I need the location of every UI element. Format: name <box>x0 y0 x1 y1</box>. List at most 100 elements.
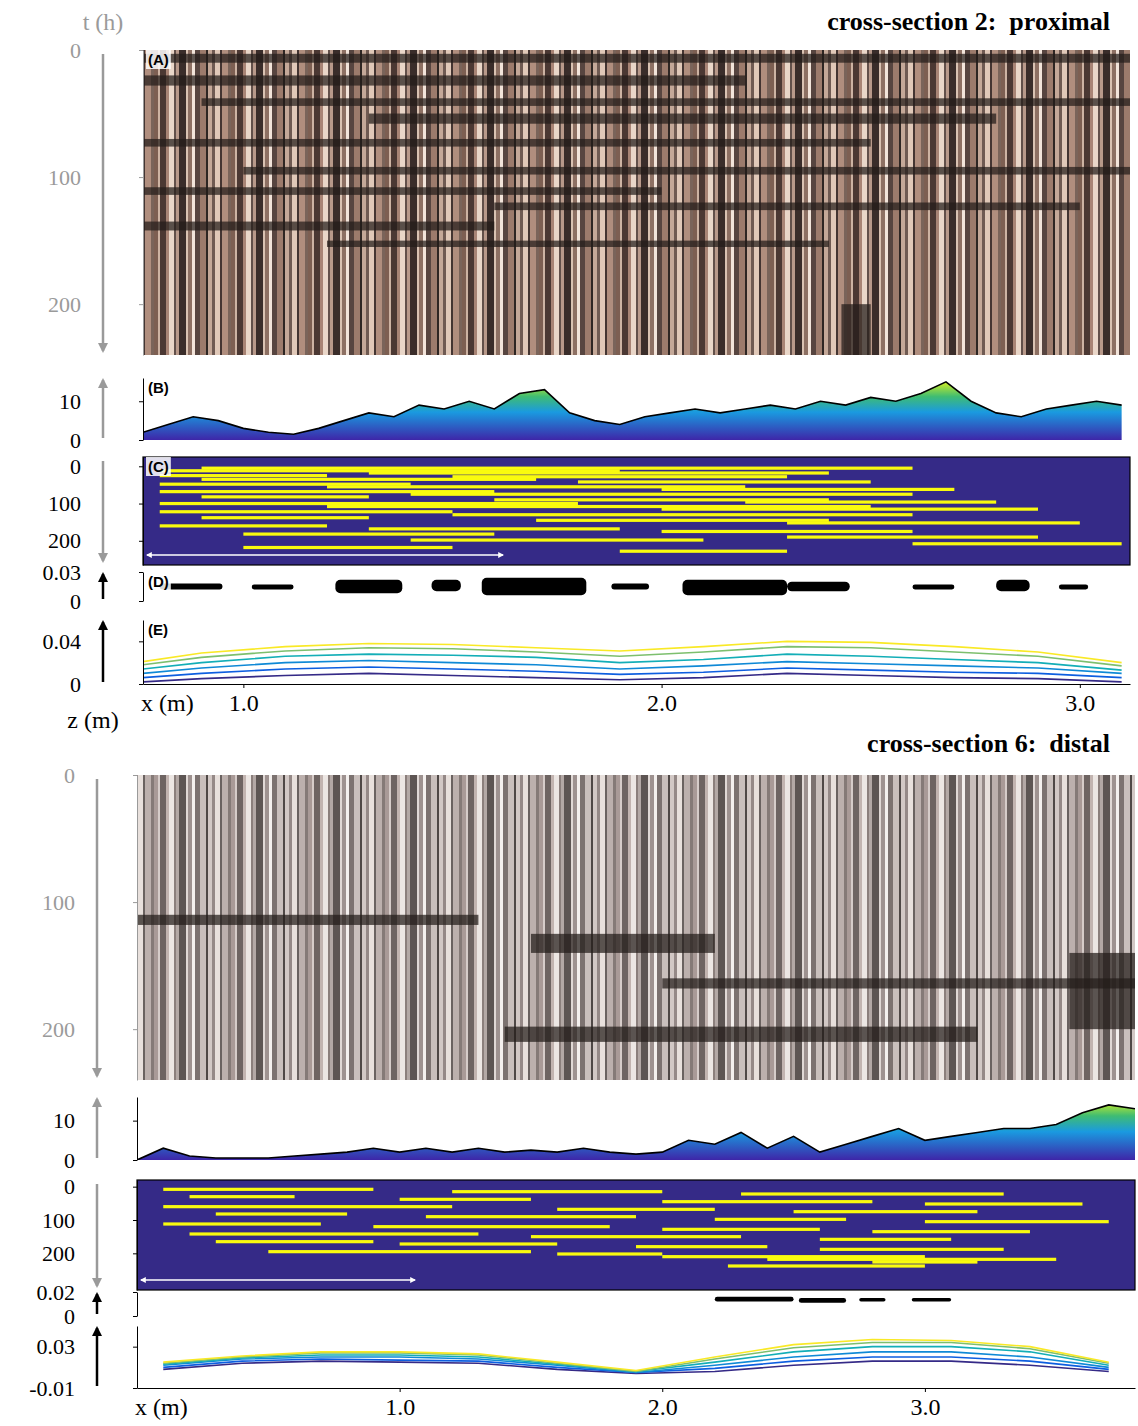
profile-series <box>143 654 1122 670</box>
tick-mark <box>139 504 143 505</box>
active-segment <box>373 1225 609 1228</box>
tick-mark <box>139 684 143 685</box>
plot-area <box>163 1339 1108 1373</box>
y-axis: 0100200 <box>48 454 144 566</box>
raster-background <box>137 1180 1135 1290</box>
tick-mark <box>133 1029 137 1030</box>
tick-mark <box>133 1160 137 1161</box>
profile-area <box>137 1105 1135 1160</box>
axis-arrow <box>102 380 105 438</box>
blob <box>335 580 402 594</box>
blob <box>683 580 788 595</box>
tick-mark <box>243 684 244 688</box>
active-segment <box>913 542 1122 545</box>
panel-letter: (E) <box>148 621 168 638</box>
active-segment <box>163 1188 373 1191</box>
figure-canvas: cross-section 2: proximal0100200t (h)010… <box>0 0 1138 1426</box>
tick-label: 100 <box>42 890 75 915</box>
panel-letter-group: (E) <box>146 620 170 639</box>
tick: 0 <box>70 38 143 63</box>
axis-arrow <box>96 1294 99 1314</box>
plot-area <box>137 1180 1135 1290</box>
profile-area <box>143 382 1122 440</box>
tick-mark <box>133 1121 137 1122</box>
tick-mark <box>133 1316 137 1317</box>
y-axis: 00.02 <box>37 1280 138 1329</box>
active-segment <box>202 516 369 519</box>
dark-band <box>202 98 1130 106</box>
tick: 0.03 <box>37 1334 138 1359</box>
active-segment <box>400 1242 558 1245</box>
axis-arrow <box>102 54 105 351</box>
tick-label: 200 <box>42 1241 75 1266</box>
tick: -0.01 <box>29 1376 137 1401</box>
tick-label: 0.03 <box>37 1334 76 1359</box>
dark-band <box>505 1027 978 1042</box>
tick: 0 <box>70 589 143 614</box>
active-segment <box>452 513 912 516</box>
tick-label: 100 <box>48 165 81 190</box>
axis-line <box>138 1388 1136 1389</box>
axis-line <box>137 1181 138 1291</box>
y-axis: 00.03 <box>43 560 144 614</box>
tick: 1.0 <box>229 684 259 716</box>
tick: 10 <box>59 389 143 414</box>
axis-arrow <box>96 1184 99 1286</box>
axis-title: x (m) <box>141 690 194 716</box>
plot-area <box>143 457 1130 565</box>
image-background <box>143 50 1130 355</box>
tick-mark <box>133 1187 137 1188</box>
plot-area <box>160 578 1088 595</box>
active-segment <box>163 1205 452 1208</box>
active-segment <box>662 1200 872 1203</box>
active-segment <box>268 1250 531 1253</box>
tick-mark <box>400 1388 401 1392</box>
dark-band <box>143 75 745 85</box>
tick-mark <box>1080 684 1081 688</box>
tick-mark <box>139 601 143 602</box>
active-segment <box>820 1238 951 1241</box>
active-segment <box>787 535 1038 538</box>
active-segment <box>160 502 578 505</box>
dark-band <box>137 915 478 925</box>
blob <box>787 582 850 592</box>
active-segment <box>728 1264 925 1267</box>
tick-mark <box>139 466 143 467</box>
active-segment <box>243 532 494 535</box>
tick: 10 <box>53 1108 137 1133</box>
tick-label: 0 <box>70 454 81 479</box>
chart-title: cross-section 6: distal <box>867 729 1110 758</box>
active-segment <box>636 1245 767 1248</box>
blob <box>1059 585 1088 590</box>
tick-mark <box>133 1292 137 1293</box>
dark-band <box>143 222 494 231</box>
tick-mark <box>133 902 137 903</box>
plot-area <box>137 1105 1135 1160</box>
active-segment <box>662 1228 820 1231</box>
dark-band <box>494 203 1080 211</box>
blob <box>912 1298 951 1302</box>
active-segment <box>216 1240 374 1243</box>
tick-label: 200 <box>48 292 81 317</box>
blob <box>859 1298 885 1302</box>
tick: 1.0 <box>385 1388 415 1420</box>
tick-label: 0 <box>64 1174 75 1199</box>
plot-area <box>143 641 1122 682</box>
plot-frame <box>137 1180 1135 1290</box>
tick: 0 <box>64 1174 137 1199</box>
tick: 3.0 <box>1065 684 1095 716</box>
blob <box>996 580 1029 592</box>
tick-mark <box>133 1220 137 1221</box>
tick-label: 0.02 <box>37 1280 76 1305</box>
tick-mark <box>925 1388 926 1392</box>
tick-mark <box>139 541 143 542</box>
active-segment <box>662 488 955 491</box>
tick-label: 0.03 <box>43 560 82 585</box>
active-segment <box>400 1198 531 1201</box>
tick-label: 10 <box>59 389 81 414</box>
tick-mark <box>139 50 143 51</box>
raster-background <box>143 457 1130 565</box>
active-segment <box>243 546 452 549</box>
tick-mark <box>662 1388 663 1392</box>
tick: 0 <box>64 1148 137 1173</box>
